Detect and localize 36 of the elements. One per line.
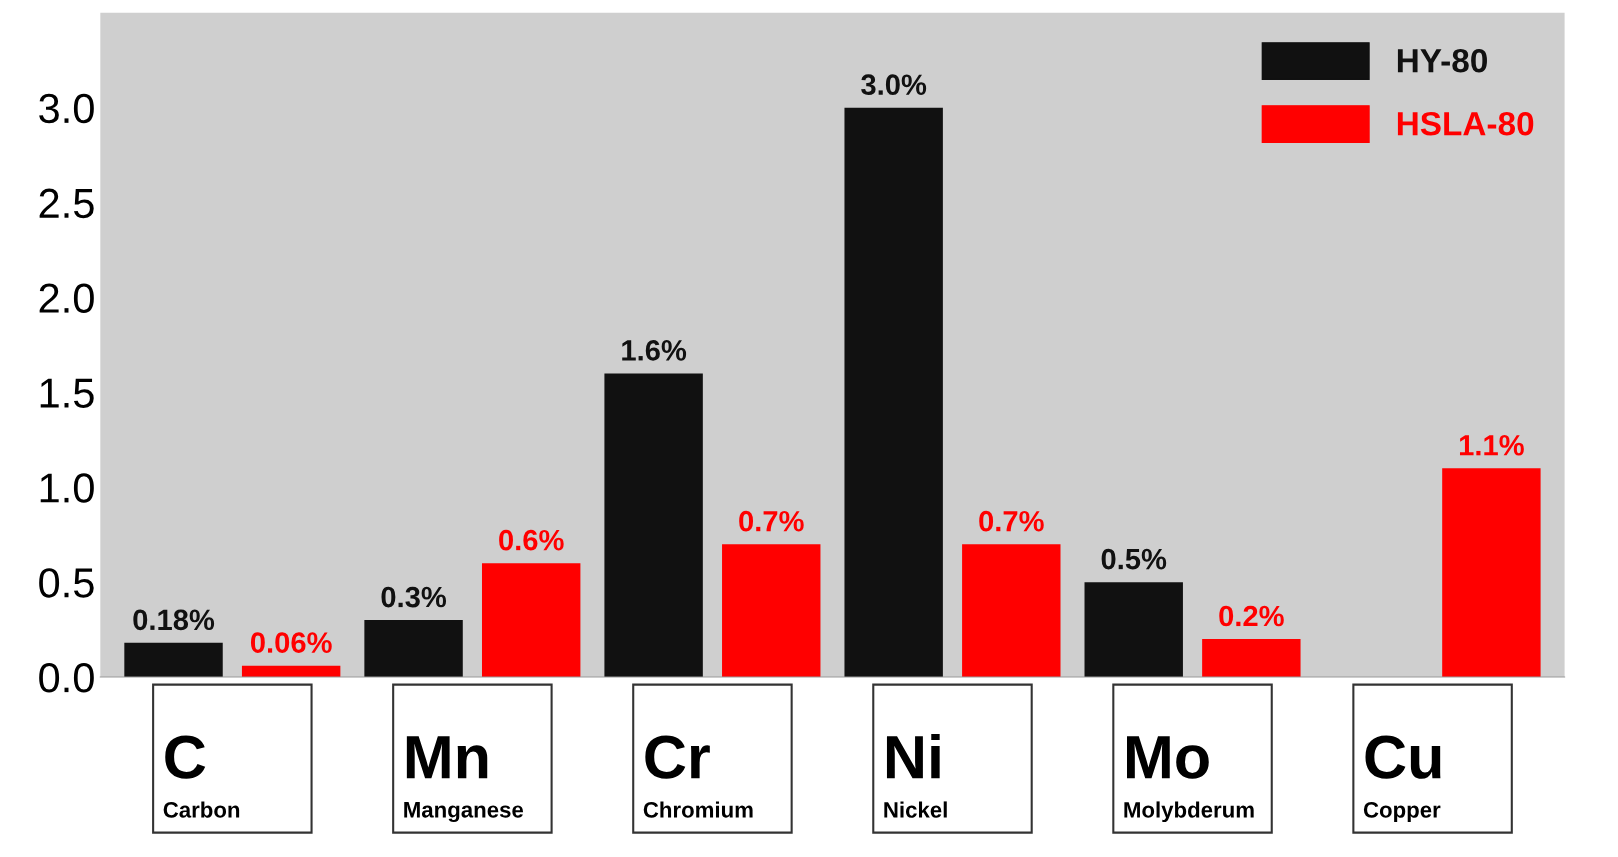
data-label: 0.06% xyxy=(250,632,332,653)
bar xyxy=(722,544,821,678)
data-label: 0.7% xyxy=(979,510,1044,532)
bar xyxy=(1202,639,1301,678)
y-tick-label: 0.0 xyxy=(39,663,94,693)
data-label: 1.6% xyxy=(622,340,687,361)
data-label: 3.0% xyxy=(861,74,927,96)
x-tick-label: Mo Molybderum xyxy=(1124,736,1254,823)
bar xyxy=(604,373,703,678)
data-label: 0.18% xyxy=(133,609,215,631)
x-tick-label: Cu Copper xyxy=(1363,735,1441,823)
bar xyxy=(844,107,943,678)
y-tick-label: 2.0 xyxy=(39,283,94,314)
data-label: 0.6% xyxy=(499,529,564,551)
bar xyxy=(481,563,581,678)
data-label: 1.1% xyxy=(1459,435,1524,456)
y-tick-label: 1.0 xyxy=(40,473,94,503)
legend-label: HY-80 xyxy=(1397,48,1487,73)
x-tick-label: Cr Chromium xyxy=(643,735,753,818)
x-tick-label: Ni Nickel xyxy=(884,733,947,818)
data-label: 0.3% xyxy=(381,586,447,608)
data-label: 0.2% xyxy=(1219,605,1284,627)
bar xyxy=(962,544,1061,678)
bar xyxy=(1084,582,1183,678)
data-label: 0.7% xyxy=(739,510,804,532)
y-tick-label: 0.5 xyxy=(39,568,94,598)
bar xyxy=(1442,468,1541,678)
legend-label: HSLA-80 xyxy=(1397,111,1534,136)
bar xyxy=(364,620,463,678)
x-tick-label: Mn Manganese xyxy=(404,736,524,823)
x-tick-label: C Carbon xyxy=(163,735,240,818)
data-label: 0.5% xyxy=(1101,548,1167,570)
y-tick-label: 3.0 xyxy=(39,93,94,124)
bar xyxy=(124,642,223,678)
y-tick-label: 2.5 xyxy=(39,188,94,219)
y-tick-label: 1.5 xyxy=(40,378,94,408)
